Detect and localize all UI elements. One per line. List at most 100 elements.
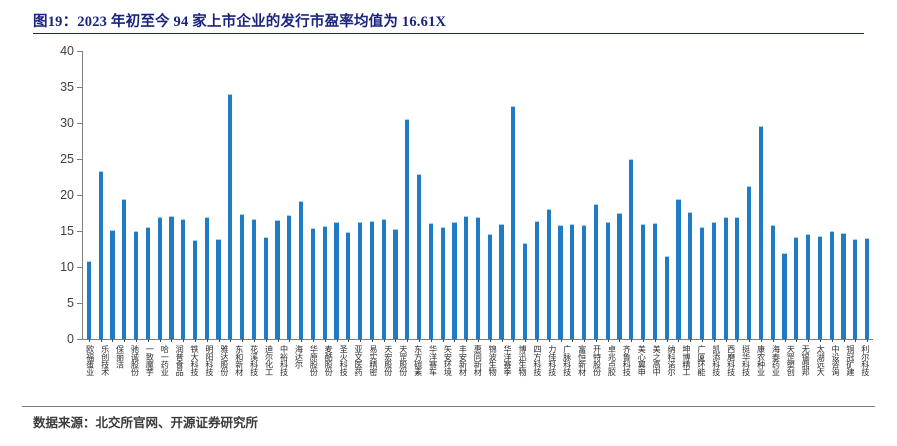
x-axis-label: 丰安新材 [458, 345, 469, 376]
x-axis-label: 卓兆点胶 [607, 345, 618, 376]
y-tick [77, 303, 83, 304]
x-tick [843, 339, 845, 342]
x-tick [442, 339, 444, 342]
bar [369, 220, 374, 339]
bar [546, 208, 551, 339]
x-tick [572, 339, 574, 342]
bar [192, 239, 198, 339]
x-tick [183, 339, 185, 342]
y-tick [77, 159, 83, 160]
bar [758, 125, 764, 339]
x-tick [548, 339, 550, 342]
x-axis-label: 四方科技 [532, 345, 543, 376]
x-axis-label: 锦波生物 [488, 345, 499, 376]
x-axis-label: 纳科诺尔 [667, 345, 678, 376]
x-axis-label: 华洋赛季 [503, 345, 514, 376]
x-tick [371, 339, 373, 342]
x-tick [595, 339, 597, 342]
bar-series [83, 51, 873, 339]
bar [699, 227, 705, 339]
x-axis-label: 圣火科技 [339, 345, 350, 376]
x-tick [831, 339, 833, 342]
y-tick [77, 339, 83, 340]
x-tick [301, 339, 303, 342]
bar-chart: 0 5 10 15 20 25 30 35 40 欧福蛋业 乐创技术 保丽洁 驰诚股份 一致魔芋 哈一药业… [60, 44, 873, 376]
x-axis-label: 凯添科技 [711, 345, 722, 376]
x-tick [607, 339, 609, 342]
x-axis-label: 坤博精工 [681, 345, 692, 376]
source-note: 数据来源：北交所官网、开源证券研究所 [33, 416, 259, 430]
x-tick [159, 339, 161, 342]
x-axis-label: 美心翼申 [637, 345, 648, 376]
x-tick [124, 339, 126, 342]
x-tick [772, 339, 774, 342]
bar [98, 170, 103, 339]
bar [145, 226, 150, 339]
y-tick [77, 123, 83, 124]
x-axis-label: 润普食品 [175, 345, 186, 376]
bar [310, 228, 315, 339]
bar [534, 220, 540, 339]
x-axis-label: 驰诚股份 [130, 345, 141, 376]
x-tick [312, 339, 314, 342]
x-axis-label: 中设咨询 [831, 345, 842, 376]
x-axis-label: 富恒新材 [577, 345, 588, 376]
x-tick [348, 339, 350, 342]
x-tick [383, 339, 385, 342]
x-axis-label: 华洋赛车 [428, 345, 439, 376]
bar [841, 233, 846, 339]
bar [640, 223, 646, 339]
bar [664, 256, 669, 339]
x-tick [737, 339, 739, 342]
x-axis-label: 开特股份 [592, 345, 603, 376]
bar [582, 224, 587, 339]
x-tick [218, 339, 220, 342]
bar [287, 215, 292, 339]
x-axis-label: 铜冠矿建 [845, 345, 856, 376]
x-tick [584, 339, 586, 342]
bar [263, 237, 268, 339]
bar [487, 233, 492, 339]
x-tick [678, 339, 680, 342]
bar [593, 204, 598, 339]
x-axis-label: 中裕科技 [279, 345, 290, 376]
bar [806, 233, 811, 339]
bar [794, 236, 799, 339]
bar [511, 105, 516, 339]
x-axis-label: 明阳科技 [204, 345, 215, 376]
x-tick [796, 339, 798, 342]
x-tick [430, 339, 432, 342]
y-tick [77, 87, 83, 88]
x-axis-label: 东方碳素 [413, 345, 424, 376]
bar [122, 199, 127, 339]
bar [416, 174, 422, 339]
bar [605, 221, 610, 339]
y-tick-label: 10 [60, 260, 74, 274]
bar [499, 223, 504, 339]
bar [629, 159, 634, 339]
x-axis-line [82, 339, 873, 340]
x-tick [478, 339, 479, 342]
x-tick [536, 339, 538, 342]
x-tick [206, 339, 208, 342]
x-tick [525, 339, 527, 342]
x-tick [666, 339, 668, 342]
x-tick [760, 339, 762, 342]
x-axis-label: 无锡鼎邦 [801, 345, 812, 376]
x-axis-label: 广厦环能 [696, 345, 707, 376]
x-tick [631, 339, 633, 342]
x-axis-label: 铁大科技 [190, 345, 201, 376]
x-axis-label: 迪尔化工 [264, 345, 275, 376]
bar [688, 211, 693, 339]
x-axis-label: 东和新材 [234, 345, 245, 376]
bar [204, 216, 209, 339]
x-axis-label: 海泰药业 [771, 345, 782, 376]
bar [570, 223, 575, 339]
bar [747, 185, 752, 339]
x-tick [560, 339, 562, 342]
x-tick [112, 339, 114, 342]
x-axis-label: 广脉科技 [562, 345, 573, 376]
y-tick [77, 195, 83, 196]
title-divider [33, 33, 864, 35]
x-tick [147, 339, 149, 342]
